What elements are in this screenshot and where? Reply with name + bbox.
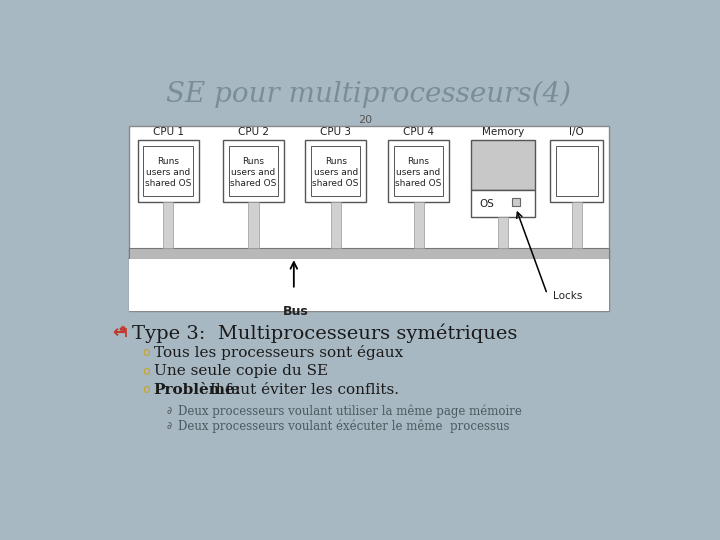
Text: Deux processeurs voulant éxécuter le même  processus: Deux processeurs voulant éxécuter le mêm… bbox=[179, 419, 510, 433]
Text: Type 3:  Multiprocesseurs symétriques: Type 3: Multiprocesseurs symétriques bbox=[132, 323, 517, 342]
Bar bbox=[572, 202, 582, 248]
Text: Il faut éviter les conflits.: Il faut éviter les conflits. bbox=[205, 383, 399, 397]
Text: CPU 3: CPU 3 bbox=[320, 127, 351, 137]
Bar bbox=[550, 140, 603, 202]
Text: Locks: Locks bbox=[554, 291, 582, 301]
Bar bbox=[472, 140, 535, 190]
Text: Bus: Bus bbox=[282, 305, 308, 318]
Text: Runs
users and
shared OS: Runs users and shared OS bbox=[230, 157, 276, 188]
Text: CPU 4: CPU 4 bbox=[403, 127, 434, 137]
Text: o: o bbox=[142, 346, 150, 359]
Bar bbox=[512, 198, 520, 206]
Bar bbox=[498, 217, 508, 248]
Text: Problème:: Problème: bbox=[153, 383, 241, 397]
Text: o: o bbox=[142, 364, 150, 378]
Bar bbox=[305, 140, 366, 202]
Bar bbox=[138, 140, 199, 202]
Text: ∂: ∂ bbox=[166, 406, 171, 416]
Bar bbox=[163, 202, 174, 248]
Text: Une seule copie du SE: Une seule copie du SE bbox=[153, 364, 328, 378]
Bar bbox=[413, 202, 423, 248]
Text: Runs
users and
shared OS: Runs users and shared OS bbox=[395, 157, 442, 188]
Bar bbox=[330, 202, 341, 248]
Bar bbox=[388, 140, 449, 202]
Text: ↵: ↵ bbox=[112, 324, 127, 342]
Bar bbox=[129, 259, 609, 311]
Text: ∂: ∂ bbox=[166, 421, 171, 431]
Bar bbox=[248, 202, 258, 248]
Text: OS: OS bbox=[479, 199, 494, 209]
Text: Deux processeurs voulant utiliser la même page mémoire: Deux processeurs voulant utiliser la mêm… bbox=[179, 404, 522, 418]
Bar bbox=[311, 146, 361, 197]
Bar bbox=[472, 190, 535, 217]
Text: 20: 20 bbox=[358, 115, 372, 125]
Bar bbox=[143, 146, 193, 197]
Text: SE pour multiprocesseurs(4): SE pour multiprocesseurs(4) bbox=[166, 80, 572, 108]
Text: Runs
users and
shared OS: Runs users and shared OS bbox=[145, 157, 192, 188]
Text: Runs
users and
shared OS: Runs users and shared OS bbox=[312, 157, 359, 188]
Text: Memory: Memory bbox=[482, 127, 524, 137]
Text: Tous les processeurs sont égaux: Tous les processeurs sont égaux bbox=[153, 345, 402, 360]
Text: CPU 1: CPU 1 bbox=[153, 127, 184, 137]
Text: CPU 2: CPU 2 bbox=[238, 127, 269, 137]
Bar bbox=[556, 146, 598, 197]
Bar bbox=[129, 126, 609, 311]
Bar bbox=[129, 248, 609, 259]
Bar bbox=[223, 140, 284, 202]
Bar bbox=[229, 146, 279, 197]
Text: I/O: I/O bbox=[570, 127, 584, 137]
Text: o: o bbox=[142, 383, 150, 396]
Text: ↰: ↰ bbox=[116, 325, 129, 340]
Bar bbox=[394, 146, 444, 197]
